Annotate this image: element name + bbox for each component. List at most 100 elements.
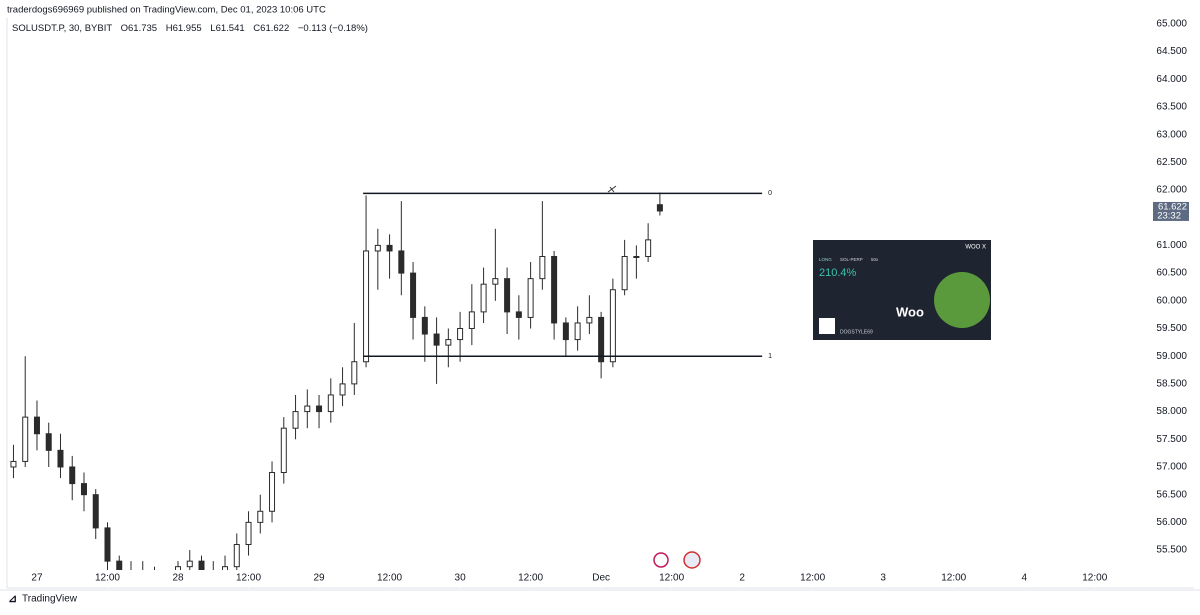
candle-body — [245, 521, 252, 546]
fib-label: 1 — [768, 353, 772, 360]
candle-body — [551, 255, 558, 324]
candle-body — [410, 272, 417, 318]
x-tick-label: 30 — [455, 573, 467, 584]
candle-body — [515, 311, 522, 318]
x-tick-label: 29 — [313, 573, 325, 584]
ohlc-value: 61.955 — [173, 23, 202, 34]
x-tick-label: 12:00 — [518, 573, 543, 584]
card-user: DOGSTYLE69 — [840, 329, 873, 335]
x-tick-label: 12:00 — [659, 573, 684, 584]
footer-logo: ⊿ — [8, 593, 17, 605]
x-tick-label: Dec — [592, 573, 610, 584]
y-tick-label: 64.000 — [1156, 74, 1187, 85]
candle-body — [527, 278, 534, 318]
y-tick-label: 59.500 — [1156, 323, 1187, 334]
change: −0.113 (−0.18%) — [298, 23, 368, 34]
promo-card: WOO X LONG SOL-PERP 50x 210.4% Woo DOGST… — [813, 240, 991, 340]
ohlc-value: 61.735 — [128, 23, 157, 34]
candle-body — [421, 316, 428, 335]
x-tick-label: 12:00 — [236, 573, 261, 584]
candle-body — [398, 250, 405, 274]
y-tick-label: 58.000 — [1156, 406, 1187, 417]
x-tick-label: 12:00 — [1082, 573, 1107, 584]
candle-body — [504, 278, 511, 313]
candle-body — [539, 255, 546, 280]
candle-body — [351, 361, 358, 385]
x-tick-label: 3 — [880, 573, 886, 584]
price-tag — [1153, 201, 1189, 221]
y-tick-label: 63.500 — [1156, 102, 1187, 113]
card-brand: WOO X — [965, 245, 986, 251]
y-tick-label: 56.000 — [1156, 517, 1187, 528]
x-tick-label: 12:00 — [941, 573, 966, 584]
candle-body — [492, 278, 499, 285]
y-tick-label: 64.500 — [1156, 46, 1187, 57]
ohlc-value: 61.622 — [260, 23, 289, 34]
published-line: traderdogs696969 published on TradingVie… — [7, 5, 326, 16]
card-leverage: 50x — [871, 257, 879, 262]
candle-body — [69, 466, 76, 485]
card-side: LONG — [819, 257, 832, 262]
y-tick-label: 62.000 — [1156, 185, 1187, 196]
candle-body — [33, 416, 40, 435]
candle-body — [363, 250, 370, 363]
candle-body — [645, 239, 652, 257]
candle-body — [175, 566, 182, 570]
candle-body — [45, 433, 52, 451]
ohlc-prefix: L — [210, 23, 215, 34]
candle-body — [339, 383, 346, 396]
card-logo: Woo — [896, 304, 924, 319]
candle-body — [280, 427, 287, 474]
candle-body — [468, 311, 475, 329]
candle-body — [457, 327, 464, 341]
y-tick-label: 57.500 — [1156, 434, 1187, 445]
y-tick-label: 65.000 — [1156, 18, 1187, 29]
candle-body — [598, 316, 605, 363]
qr — [819, 318, 835, 334]
event-icon[interactable] — [683, 551, 701, 569]
candle-body — [92, 494, 99, 529]
candle-body — [445, 339, 452, 346]
candle-body — [233, 544, 240, 568]
candle-body — [186, 560, 193, 568]
y-tick-label: 56.500 — [1156, 489, 1187, 500]
candle-body — [586, 316, 593, 324]
candle-body — [433, 333, 440, 346]
candle-body — [22, 416, 29, 462]
candle-body — [198, 560, 205, 570]
y-tick-label: 58.500 — [1156, 379, 1187, 390]
candle-body — [292, 411, 299, 429]
candle-body — [10, 460, 17, 468]
footer-brand: TradingView — [22, 594, 78, 605]
x-tick-label: 4 — [1021, 573, 1027, 584]
candle-body — [116, 560, 123, 570]
candle-body — [562, 322, 569, 341]
candle-body — [104, 527, 111, 562]
y-tick-label: 57.000 — [1156, 462, 1187, 473]
price-tag-time: 23:32 — [1157, 210, 1181, 221]
x-tick-label: 12:00 — [377, 573, 402, 584]
x-tick-label: 2 — [739, 573, 745, 584]
symbol-line: SOLUSDT.P, 30, BYBIT O61.735 H61.955 L61… — [12, 23, 368, 34]
candle-body — [316, 405, 323, 413]
x-tick-label: 28 — [172, 573, 184, 584]
y-tick-label: 59.000 — [1156, 351, 1187, 362]
candles — [10, 192, 663, 570]
ohlc-value: 61.541 — [216, 23, 245, 34]
candle-body — [57, 449, 64, 468]
event-icon[interactable] — [653, 552, 669, 568]
candle-body — [386, 244, 393, 252]
price-tag-value: 61.622 — [1158, 201, 1187, 212]
candle-body — [222, 566, 229, 570]
candle-body — [327, 394, 334, 413]
x-tick-label: 12:00 — [800, 573, 825, 584]
card-art — [934, 272, 990, 328]
candle-body — [374, 244, 381, 252]
candle-body — [80, 483, 87, 496]
y-tick-label: 55.500 — [1156, 545, 1187, 556]
x-tick-label: 12:00 — [95, 573, 120, 584]
y-tick-label: 60.500 — [1156, 268, 1187, 279]
candle-body — [633, 255, 640, 258]
